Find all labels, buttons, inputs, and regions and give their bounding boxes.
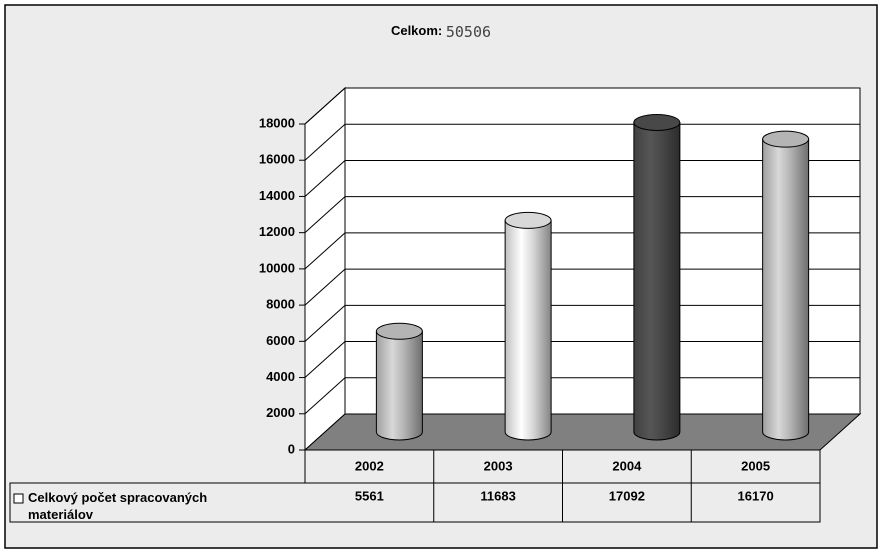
data-label: 16170 xyxy=(738,488,774,503)
total-value: 50506 xyxy=(446,23,491,41)
title-label: Celkom: xyxy=(391,23,442,38)
y-tick-label: 8000 xyxy=(266,297,295,312)
table-row xyxy=(9,482,821,523)
x-tick-label: 2003 xyxy=(484,458,513,473)
grid-line xyxy=(304,377,860,415)
bar xyxy=(504,211,552,441)
x-tick-label: 2005 xyxy=(741,458,770,473)
grid-line xyxy=(304,196,860,234)
legend-swatch xyxy=(13,493,24,504)
y-tick-label: 14000 xyxy=(259,188,295,203)
bar-body xyxy=(762,138,810,441)
grid-line xyxy=(304,123,860,161)
y-tick-label: 6000 xyxy=(266,333,295,348)
data-label: 5561 xyxy=(355,488,384,503)
legend-label: Celkový počet spracovaných materiálov xyxy=(28,490,207,522)
bar-body xyxy=(504,219,552,441)
data-label: 11683 xyxy=(480,488,515,503)
y-tick-label: 10000 xyxy=(259,260,295,275)
grid-line xyxy=(304,304,860,342)
grid-line xyxy=(304,268,860,306)
grid-line xyxy=(304,87,860,125)
bar-top xyxy=(633,113,681,131)
grid-line xyxy=(304,341,860,378)
bar-body xyxy=(633,121,681,441)
chart-title: Celkom: 50506 xyxy=(391,23,491,41)
y-tick-label: 0 xyxy=(288,441,295,456)
y-tick-label: 16000 xyxy=(259,152,295,167)
y-tick-label: 12000 xyxy=(259,224,295,239)
bar xyxy=(762,130,810,441)
y-tick-label: 18000 xyxy=(259,115,295,130)
bar-top xyxy=(375,322,423,340)
x-tick-label: 2004 xyxy=(612,458,642,473)
bar-body xyxy=(375,330,423,441)
grid-line xyxy=(304,232,860,270)
bar-top xyxy=(504,211,552,229)
data-label: 17092 xyxy=(609,488,645,503)
bar-top xyxy=(762,130,810,148)
x-tick-label: 2002 xyxy=(355,458,384,473)
y-tick-label: 4000 xyxy=(266,369,295,384)
bar xyxy=(375,322,423,441)
grid-line xyxy=(304,159,860,197)
bar xyxy=(633,113,681,441)
y-tick-label: 2000 xyxy=(266,405,295,420)
